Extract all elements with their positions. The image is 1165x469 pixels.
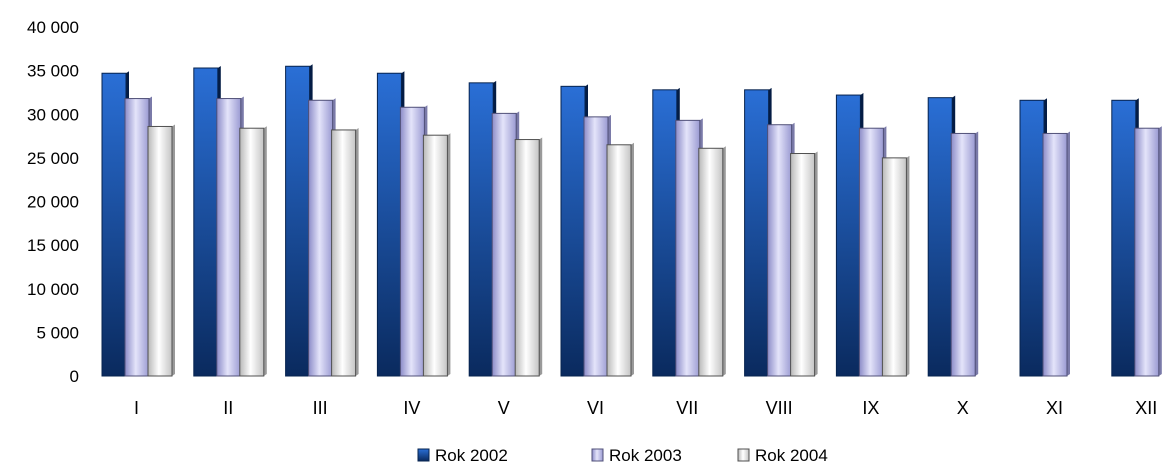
legend-label: Rok 2003 [609, 446, 682, 464]
x-tick-label: IX [862, 398, 879, 418]
bar-side [539, 137, 543, 376]
y-tick-label: 25 000 [27, 149, 79, 168]
bar [376, 72, 402, 377]
bar [147, 125, 173, 377]
bar [422, 134, 448, 377]
bar-side [722, 146, 726, 376]
x-tick-label: XII [1135, 398, 1157, 418]
bar-side [172, 124, 175, 376]
bar [216, 98, 242, 377]
y-axis-labels: 0 5 000 10 000 15 000 20 000 25 000 30 000 35 0… [27, 18, 79, 386]
x-tick-label: XI [1046, 398, 1063, 418]
bar [835, 94, 861, 377]
y-tick-label: 35 000 [27, 62, 79, 81]
legend-label: Rok 2004 [755, 446, 828, 464]
x-tick-label: VII [676, 398, 698, 418]
bar [767, 124, 793, 377]
bar [1042, 132, 1068, 377]
x-tick-label: III [313, 398, 328, 418]
x-tick-label: V [498, 398, 510, 418]
bar [698, 147, 724, 377]
bar [239, 127, 265, 377]
bar [606, 144, 632, 377]
bar-side [263, 126, 267, 377]
bar [858, 127, 884, 377]
y-tick-label: 40 000 [27, 18, 79, 37]
bar [491, 112, 517, 377]
bar [514, 139, 540, 377]
bar [927, 97, 953, 377]
x-tick-label: I [134, 398, 139, 418]
bar [560, 85, 586, 377]
bar-side [814, 151, 818, 376]
bar [675, 119, 701, 377]
y-tick-label: 0 [70, 367, 79, 386]
bar [1019, 99, 1045, 377]
x-tick-label: IV [403, 398, 420, 418]
y-tick-label: 5 000 [36, 323, 79, 342]
bar [193, 67, 219, 377]
bars [101, 64, 1162, 377]
y-tick-label: 10 000 [27, 280, 79, 299]
bar [950, 132, 976, 377]
bar-side [975, 131, 979, 376]
bar [881, 157, 907, 377]
bar [331, 129, 357, 377]
bar [468, 82, 494, 377]
legend-swatch [591, 448, 604, 462]
bar-side [1158, 126, 1162, 377]
bar-side [631, 142, 634, 376]
y-tick-label: 20 000 [27, 193, 79, 212]
bar-side [1067, 131, 1070, 376]
bar-side [355, 127, 359, 376]
bar [399, 106, 425, 377]
x-tick-label: II [223, 398, 233, 418]
bar [285, 65, 311, 377]
bar [744, 89, 770, 377]
bar [1134, 127, 1160, 377]
legend-swatch [737, 448, 750, 462]
bar-side [447, 133, 451, 376]
bar [101, 72, 127, 377]
y-tick-label: 15 000 [27, 236, 79, 255]
bar [308, 99, 334, 377]
x-axis-labels: I II III IV V VI VII VIII IX X XI XII [134, 398, 1157, 418]
x-tick-label: X [957, 398, 969, 418]
bar-side [906, 155, 910, 376]
bar [790, 153, 816, 377]
x-tick-label: VI [587, 398, 604, 418]
legend-label: Rok 2002 [435, 446, 508, 464]
bar [652, 89, 678, 377]
bar [583, 116, 609, 377]
bar [124, 98, 150, 377]
bar [1111, 99, 1137, 377]
legend: Rok 2002 Rok 2003 Rok 2004 [417, 446, 828, 465]
y-tick-label: 30 000 [27, 105, 79, 124]
x-tick-label: VIII [766, 398, 793, 418]
legend-swatch [417, 448, 430, 462]
